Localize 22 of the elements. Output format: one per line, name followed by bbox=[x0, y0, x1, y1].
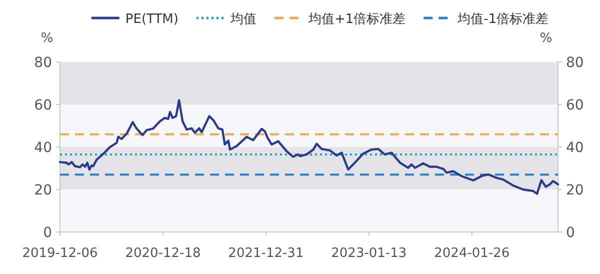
y-tick-label: 20 bbox=[34, 182, 52, 198]
y2-tick-label: 60 bbox=[566, 98, 584, 114]
x-tick-label: 2019-12-06 bbox=[22, 246, 98, 261]
y-axis-title: % bbox=[40, 31, 54, 46]
y2-tick-label: 40 bbox=[566, 140, 584, 156]
y2-tick-label: 80 bbox=[566, 55, 584, 71]
y-tick-label: 80 bbox=[34, 55, 52, 71]
legend-label: 均值-1倍标准差 bbox=[456, 12, 549, 27]
y2-axis-title: % bbox=[540, 31, 552, 46]
legend-label: PE(TTM) bbox=[125, 12, 178, 27]
x-tick-label: 2023-01-13 bbox=[331, 246, 407, 261]
x-tick-label: 2024-01-26 bbox=[434, 246, 510, 261]
legend-label: 均值+1倍标准差 bbox=[307, 12, 406, 27]
y2-tick-label: 0 bbox=[566, 225, 575, 241]
y-tick-label: 60 bbox=[34, 98, 52, 114]
x-tick-label: 2021-12-31 bbox=[228, 246, 304, 261]
legend-label: 均值 bbox=[229, 12, 256, 27]
y-tick-label: 40 bbox=[34, 140, 52, 156]
y-tick-label: 0 bbox=[43, 225, 52, 241]
x-tick-label: 2020-12-18 bbox=[125, 246, 201, 261]
line-series bbox=[58, 99, 560, 195]
y2-tick-label: 20 bbox=[566, 182, 584, 198]
